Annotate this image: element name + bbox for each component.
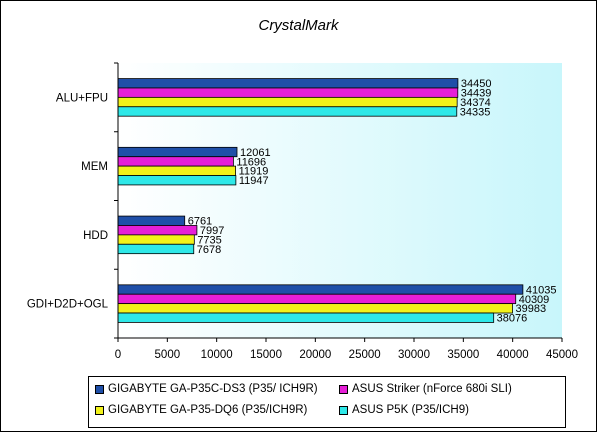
- bar: [117, 312, 495, 323]
- x-tick-label: 20000: [299, 349, 331, 361]
- legend-swatch: [339, 405, 348, 415]
- x-tick-label: 35000: [447, 349, 479, 361]
- category-label: HDD: [83, 230, 108, 242]
- x-tick-label: 5000: [155, 349, 181, 361]
- data-label: 40309: [519, 294, 550, 306]
- bar: [117, 225, 198, 236]
- x-tick-label: 10000: [201, 349, 233, 361]
- category-label: MEM: [81, 161, 108, 173]
- legend-label: ASUS P5K (P35/ICH9): [352, 404, 469, 416]
- legend-label: GIGABYTE GA-P35-DQ6 (P35/ICH9R): [108, 404, 308, 416]
- bar: [117, 215, 186, 226]
- data-label: 34374: [460, 97, 491, 109]
- x-tick-label: 40000: [497, 349, 529, 361]
- x-tick-label: 25000: [349, 349, 381, 361]
- bar: [117, 175, 237, 186]
- data-label: 11947: [239, 175, 269, 187]
- legend-swatch: [95, 384, 104, 394]
- data-label: 7997: [200, 225, 224, 237]
- data-label: 11696: [236, 156, 266, 168]
- legend-item: GIGABYTE GA-P35-DQ6 (P35/ICH9R): [95, 404, 307, 416]
- legend-swatch: [95, 405, 104, 415]
- x-tick-label: 45000: [546, 349, 578, 361]
- legend-swatch: [339, 384, 348, 394]
- data-label: 34439: [461, 88, 492, 100]
- data-label: 12061: [240, 147, 271, 159]
- bar: [117, 78, 459, 89]
- bar: [117, 146, 238, 158]
- legend-item: ASUS Striker (nForce 680i SLI): [339, 383, 512, 395]
- category-label: GDI+D2D+OGL: [27, 299, 109, 311]
- data-label: 38076: [497, 313, 528, 325]
- legend-label: ASUS Striker (nForce 680i SLI): [352, 383, 512, 395]
- data-label: 7678: [197, 244, 221, 256]
- legend-item: GIGABYTE GA-P35C-DS3 (P35/ ICH9R): [95, 383, 318, 395]
- category-label: ALU+FPU: [56, 92, 108, 104]
- bar: [117, 106, 458, 117]
- bar: [117, 165, 237, 176]
- data-label: 11919: [239, 166, 269, 178]
- bar: [117, 234, 195, 245]
- bar: [117, 87, 459, 98]
- legend-label: GIGABYTE GA-P35C-DS3 (P35/ ICH9R): [108, 383, 318, 395]
- x-tick-label: 15000: [250, 349, 282, 361]
- data-label: 39983: [515, 303, 546, 315]
- bar: [117, 243, 195, 255]
- data-label: 6761: [188, 216, 212, 228]
- x-tick-label: 0: [115, 349, 121, 361]
- bar: [117, 293, 517, 305]
- data-label: 7735: [197, 234, 221, 246]
- x-tick-label: 30000: [398, 349, 430, 361]
- bar: [117, 303, 513, 314]
- bar: [117, 284, 524, 295]
- chart-title: CrystalMark: [258, 17, 339, 34]
- bar: [117, 156, 234, 167]
- legend-item: ASUS P5K (P35/ICH9): [339, 404, 469, 416]
- data-label: 34450: [461, 78, 492, 90]
- legend: GIGABYTE GA-P35C-DS3 (P35/ ICH9R) ASUS St…: [88, 376, 566, 428]
- bar: [117, 96, 458, 108]
- data-label: 34335: [460, 106, 491, 118]
- data-label: 41035: [526, 284, 557, 296]
